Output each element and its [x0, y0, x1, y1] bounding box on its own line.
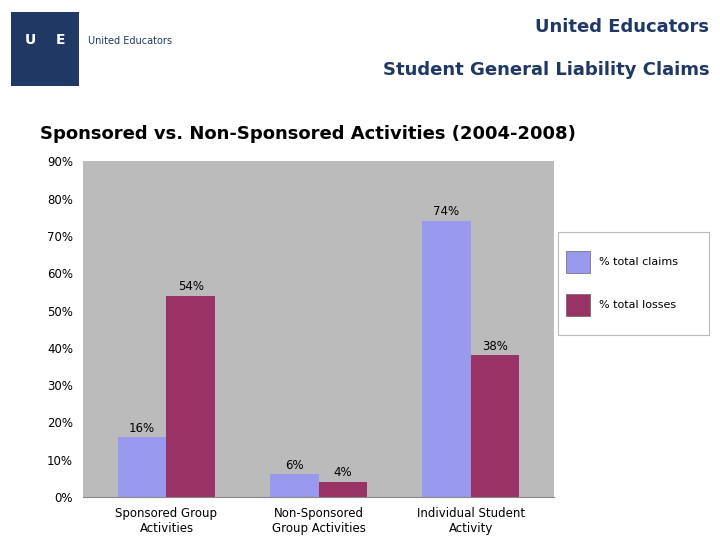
Text: United Educators: United Educators: [535, 18, 709, 36]
Bar: [270, 475, 319, 497]
Text: Sponsored vs. Non-Sponsored Activities (2004-2008): Sponsored vs. Non-Sponsored Activities (…: [40, 125, 575, 143]
Text: 6%: 6%: [285, 459, 304, 472]
Text: 4%: 4%: [333, 466, 352, 480]
Text: E: E: [55, 33, 65, 47]
Text: 74%: 74%: [433, 205, 459, 219]
Bar: [566, 251, 590, 273]
Text: % total claims: % total claims: [599, 257, 678, 267]
Text: Student General Liability Claims: Student General Liability Claims: [382, 61, 709, 79]
Text: 38%: 38%: [482, 340, 508, 353]
Text: % total losses: % total losses: [599, 300, 676, 310]
Bar: [319, 482, 367, 497]
Text: 54%: 54%: [178, 280, 204, 293]
Bar: [166, 295, 215, 497]
Bar: [422, 221, 471, 497]
Bar: [471, 355, 519, 497]
Text: U: U: [24, 33, 35, 47]
FancyBboxPatch shape: [11, 12, 79, 85]
Text: 16%: 16%: [129, 422, 156, 435]
Bar: [566, 294, 590, 316]
Text: United Educators: United Educators: [88, 36, 172, 46]
Bar: [118, 437, 166, 497]
